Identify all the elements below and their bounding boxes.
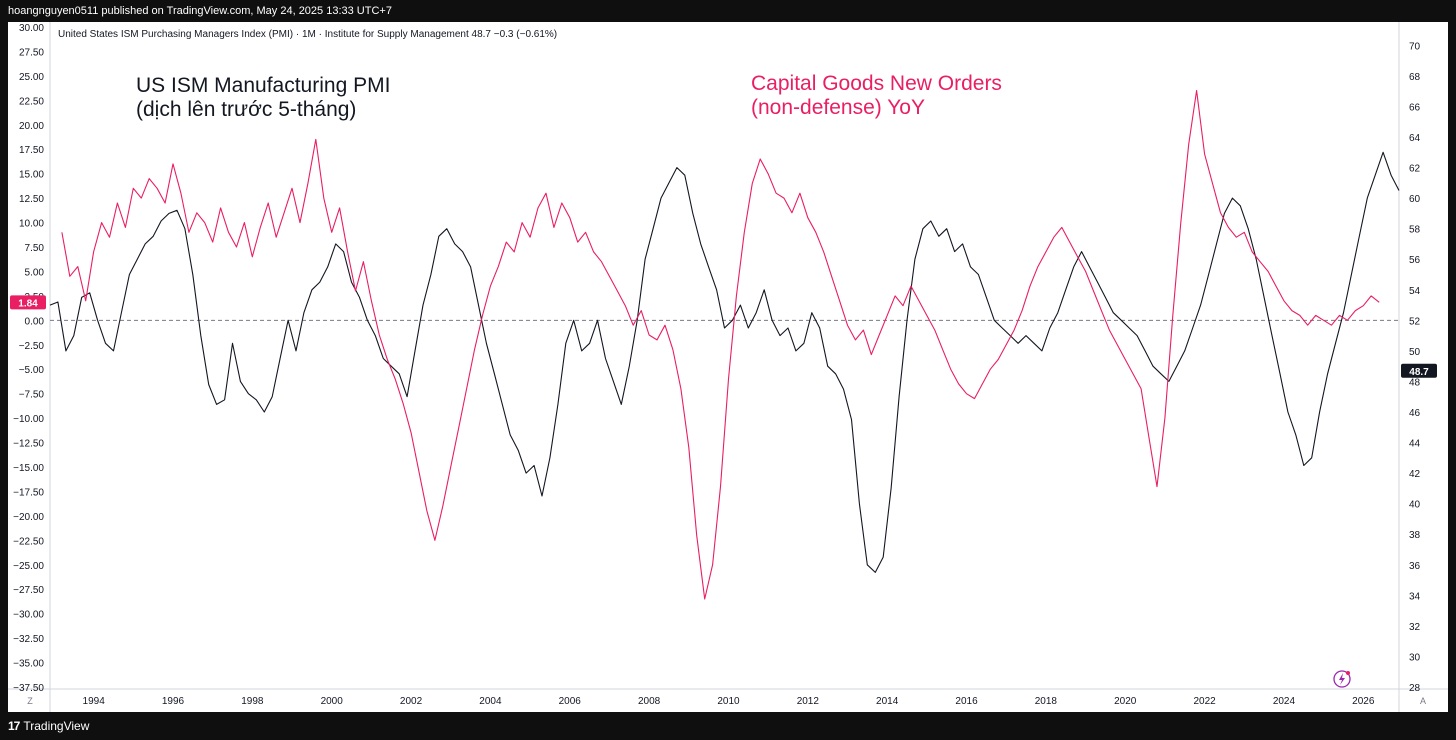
right-axis-tick-label: 56 bbox=[1409, 255, 1421, 266]
right-axis-tick-label: 38 bbox=[1409, 530, 1421, 541]
right-axis-tick-label: 46 bbox=[1409, 408, 1421, 419]
right-axis-tick-label: 36 bbox=[1409, 561, 1421, 572]
left-axis-tick-label: −15.00 bbox=[13, 463, 44, 474]
left-axis-tick-label: 25.00 bbox=[19, 72, 44, 83]
pmi-series-line bbox=[49, 151, 1400, 573]
auto-scale-button: A bbox=[1420, 696, 1426, 706]
right-axis-tick-label: 42 bbox=[1409, 469, 1421, 480]
left-axis-tick-label: 5.00 bbox=[25, 267, 45, 278]
cap-goods-annotation-line1: Capital Goods New Orders bbox=[751, 72, 1002, 95]
pmi-annotation-line1: US ISM Manufacturing PMI bbox=[136, 74, 390, 97]
left-axis-tick-label: −7.50 bbox=[19, 390, 45, 401]
right-axis-tick-label: 52 bbox=[1409, 316, 1421, 327]
time-axis-tick-label: 1996 bbox=[162, 696, 185, 707]
left-axis-tick-label: −10.00 bbox=[13, 414, 44, 425]
right-axis-tick-label: 66 bbox=[1409, 102, 1421, 113]
left-axis-tick-label: 20.00 bbox=[19, 121, 44, 132]
pmi-last-value-label: 48.7 bbox=[1409, 367, 1429, 378]
publish-info-bar: hoangnguyen0511 published on TradingView… bbox=[0, 0, 1456, 22]
chart-panel[interactable]: 30.00 27.50 25.00 22.50 20.00 17.50 15.00 12.50… bbox=[8, 22, 1448, 712]
notification-dot bbox=[1346, 671, 1350, 675]
left-axis-tick-label: −35.00 bbox=[13, 659, 44, 670]
time-axis-tick-label: 2016 bbox=[955, 696, 978, 707]
pmi-annotation-line2: (dịch lên trước 5-tháng) bbox=[136, 98, 356, 121]
time-axis-tick-label: 2024 bbox=[1273, 696, 1296, 707]
left-axis-tick-label: −20.00 bbox=[13, 512, 44, 523]
time-axis-tick-label: 2018 bbox=[1035, 696, 1058, 707]
right-axis-tick-label: 28 bbox=[1409, 683, 1421, 694]
time-axis-tick-label: 2012 bbox=[797, 696, 820, 707]
left-axis-tick-label: −2.50 bbox=[19, 341, 45, 352]
pmi-last-value-badge bbox=[1401, 363, 1437, 378]
right-axis-tick-label: 64 bbox=[1409, 133, 1421, 144]
right-axis-tick-label: 54 bbox=[1409, 286, 1421, 297]
right-axis-tick-label: 32 bbox=[1409, 622, 1421, 633]
right-axis-tick-label: 58 bbox=[1409, 225, 1421, 236]
right-axis-tick-label: 48 bbox=[1409, 377, 1421, 388]
time-axis-tick-label: 2000 bbox=[321, 696, 344, 707]
left-axis-tick-label: −17.50 bbox=[13, 487, 44, 498]
tradingview-logo[interactable]: 17 TradingView bbox=[8, 719, 89, 733]
lightning-icon bbox=[1333, 670, 1351, 688]
time-axis-tick-label: 2022 bbox=[1193, 696, 1216, 707]
time-axis-tick-label: 2026 bbox=[1352, 696, 1375, 707]
chart-legend: United States ISM Purchasing Managers In… bbox=[58, 29, 557, 40]
left-axis-tick-label: 30.00 bbox=[19, 23, 44, 34]
left-axis-tick-label: 7.50 bbox=[25, 243, 45, 254]
time-axis-tick-label: 2010 bbox=[717, 696, 740, 707]
left-axis-tick-label: 12.50 bbox=[19, 194, 44, 205]
left-axis-tick-label: 22.50 bbox=[19, 96, 44, 107]
left-axis-tick-label: −37.50 bbox=[13, 683, 44, 694]
lightning-icon-bolt bbox=[1339, 673, 1345, 685]
publish-info-text: hoangnguyen0511 published on TradingView… bbox=[8, 5, 392, 17]
left-axis-tick-label: −5.00 bbox=[19, 365, 45, 376]
right-axis-tick-label: 68 bbox=[1409, 72, 1421, 83]
left-axis-tick-label: 27.50 bbox=[19, 47, 44, 58]
right-axis-tick-label: 30 bbox=[1409, 652, 1421, 663]
cap-goods-annotation-line2: (non-defense) YoY bbox=[751, 96, 925, 119]
left-axis-tick-label: −30.00 bbox=[13, 610, 44, 621]
left-axis-tick-label: −32.50 bbox=[13, 634, 44, 645]
left-axis-tick-label: 15.00 bbox=[19, 170, 44, 181]
time-axis-tick-label: 2008 bbox=[638, 696, 661, 707]
time-axis-tick-label: 2014 bbox=[876, 696, 899, 707]
brand-name: TradingView bbox=[23, 719, 90, 733]
time-axis-tick-label: 1998 bbox=[241, 696, 264, 707]
time-axis-tick-label: 1994 bbox=[83, 696, 106, 707]
left-axis-tick-label: −12.50 bbox=[13, 439, 44, 450]
right-axis-tick-label: 44 bbox=[1409, 439, 1421, 450]
left-axis-tick-label: −27.50 bbox=[13, 585, 44, 596]
right-axis-tick-label: 40 bbox=[1409, 500, 1421, 511]
cap_goods-series-line bbox=[61, 90, 1380, 600]
left-axis-tick-label: −22.50 bbox=[13, 536, 44, 547]
right-axis-tick-label: 62 bbox=[1409, 164, 1421, 175]
right-axis-tick-label: 34 bbox=[1409, 591, 1421, 602]
time-axis-tick-label: 2002 bbox=[400, 696, 423, 707]
footer-bar: 17 TradingView bbox=[0, 712, 1456, 740]
tradingview-logo-icon: 17 bbox=[8, 719, 20, 733]
right-axis-tick-label: 60 bbox=[1409, 194, 1421, 205]
left-axis-tick-label: 10.00 bbox=[19, 219, 44, 230]
right-axis-tick-label: 50 bbox=[1409, 347, 1421, 358]
left-axis-tick-label: 17.50 bbox=[19, 145, 44, 156]
left-axis-tick-label: 0.00 bbox=[25, 316, 45, 327]
cap-goods-last-value-label: 1.84 bbox=[18, 298, 38, 309]
timezone-button: Z bbox=[27, 696, 33, 706]
time-axis-tick-label: 2020 bbox=[1114, 696, 1137, 707]
time-axis-tick-label: 2004 bbox=[479, 696, 502, 707]
right-axis-tick-label: 70 bbox=[1409, 41, 1421, 52]
chart-canvas[interactable]: 30.00 27.50 25.00 22.50 20.00 17.50 15.00 12.50… bbox=[8, 22, 1448, 712]
left-axis-tick-label: −25.00 bbox=[13, 561, 44, 572]
time-axis-tick-label: 2006 bbox=[559, 696, 582, 707]
cap-goods-last-value-badge bbox=[10, 295, 46, 310]
